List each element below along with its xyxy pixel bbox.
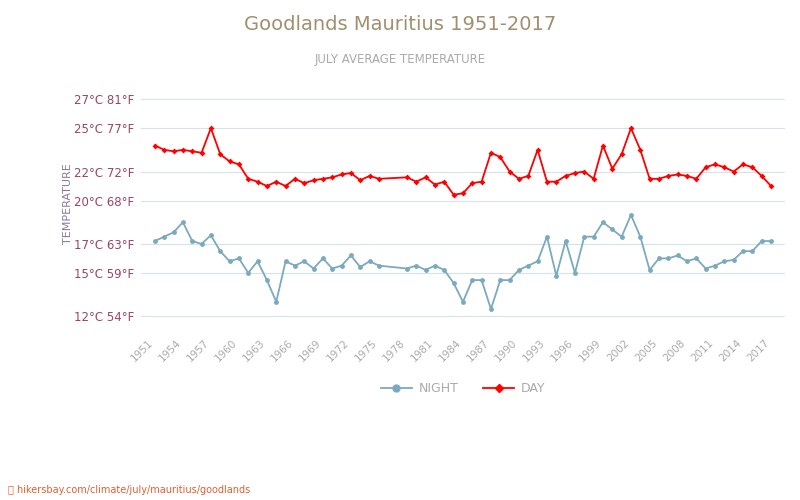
Text: Goodlands Mauritius 1951-2017: Goodlands Mauritius 1951-2017: [244, 15, 556, 34]
Y-axis label: TEMPERATURE: TEMPERATURE: [63, 164, 73, 244]
Legend: NIGHT, DAY: NIGHT, DAY: [376, 378, 550, 400]
Text: JULY AVERAGE TEMPERATURE: JULY AVERAGE TEMPERATURE: [314, 52, 486, 66]
Text: 📍 hikersbay.com/climate/july/mauritius/goodlands: 📍 hikersbay.com/climate/july/mauritius/g…: [8, 485, 250, 495]
